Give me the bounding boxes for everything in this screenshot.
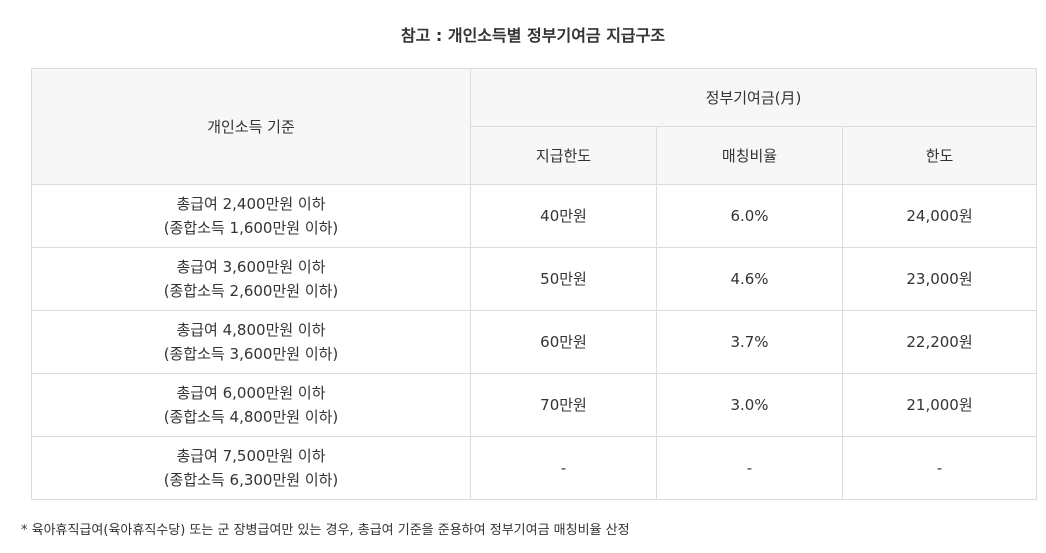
table-row: 총급여 4,800만원 이하 (종합소득 3,600만원 이하) 60만원 3.… bbox=[31, 310, 1038, 374]
limit-cell: 50만원 bbox=[470, 247, 657, 311]
limit-cell: 70만원 bbox=[470, 373, 657, 437]
header-cap: 한도 bbox=[841, 126, 1038, 185]
contribution-table: 개인소득 기준 정부기여금(月) 지급한도 매칭비율 한도 총급여 2,400만… bbox=[31, 68, 1038, 500]
income-criteria-cell: 총급여 3,600만원 이하 (종합소득 2,600만원 이하) bbox=[31, 247, 471, 311]
table-row: 총급여 2,400만원 이하 (종합소득 1,600만원 이하) 40만원 6.… bbox=[31, 184, 1038, 248]
header-gov-contribution: 정부기여금(月) bbox=[469, 68, 1038, 127]
income-criteria-cell: 총급여 6,000만원 이하 (종합소득 4,800만원 이하) bbox=[31, 373, 471, 437]
income-criteria-cell: 총급여 4,800만원 이하 (종합소득 3,600만원 이하) bbox=[31, 310, 471, 374]
income-criteria-cell: 총급여 7,500만원 이하 (종합소득 6,300만원 이하) bbox=[31, 436, 471, 500]
criteria-salary: 총급여 3,600만원 이하 bbox=[176, 258, 326, 276]
table-row: 총급여 6,000만원 이하 (종합소득 4,800만원 이하) 70만원 3.… bbox=[31, 373, 1038, 437]
table-row: 총급여 3,600만원 이하 (종합소득 2,600만원 이하) 50만원 4.… bbox=[31, 247, 1038, 311]
criteria-total-income: (종합소득 3,600만원 이하) bbox=[163, 345, 339, 363]
ratio-cell: 6.0% bbox=[656, 184, 843, 248]
header-limit: 지급한도 bbox=[470, 126, 657, 185]
table-row: 총급여 7,500만원 이하 (종합소득 6,300만원 이하) - - - bbox=[31, 436, 1038, 500]
criteria-salary: 총급여 6,000만원 이하 bbox=[176, 384, 326, 402]
cap-cell: 22,200원 bbox=[841, 310, 1038, 374]
criteria-total-income: (종합소득 1,600만원 이하) bbox=[163, 219, 339, 237]
limit-cell: 40만원 bbox=[470, 184, 657, 248]
ratio-cell: 3.7% bbox=[656, 310, 843, 374]
criteria-total-income: (종합소득 6,300만원 이하) bbox=[163, 471, 339, 489]
cap-cell: 21,000원 bbox=[841, 373, 1038, 437]
ratio-cell: 4.6% bbox=[656, 247, 843, 311]
criteria-total-income: (종합소득 2,600만원 이하) bbox=[163, 282, 339, 300]
ratio-cell: 3.0% bbox=[656, 373, 843, 437]
cap-cell: 24,000원 bbox=[841, 184, 1038, 248]
footnote: * 육아휴직급여(육아휴직수당) 또는 군 장병급여만 있는 경우, 총급여 기… bbox=[21, 523, 630, 538]
page-title: 참고 : 개인소득별 정부기여금 지급구조 bbox=[400, 26, 666, 45]
income-criteria-cell: 총급여 2,400만원 이하 (종합소득 1,600만원 이하) bbox=[31, 184, 471, 248]
cap-cell: - bbox=[841, 436, 1038, 500]
criteria-total-income: (종합소득 4,800만원 이하) bbox=[163, 408, 339, 426]
cap-cell: 23,000원 bbox=[841, 247, 1038, 311]
criteria-salary: 총급여 4,800만원 이하 bbox=[176, 321, 326, 339]
limit-cell: - bbox=[470, 436, 657, 500]
header-matching-ratio: 매칭비율 bbox=[656, 126, 843, 185]
limit-cell: 60만원 bbox=[470, 310, 657, 374]
ratio-cell: - bbox=[656, 436, 843, 500]
criteria-salary: 총급여 2,400만원 이하 bbox=[176, 195, 326, 213]
header-income-criteria: 개인소득 기준 bbox=[31, 68, 471, 185]
criteria-salary: 총급여 7,500만원 이하 bbox=[176, 447, 326, 465]
